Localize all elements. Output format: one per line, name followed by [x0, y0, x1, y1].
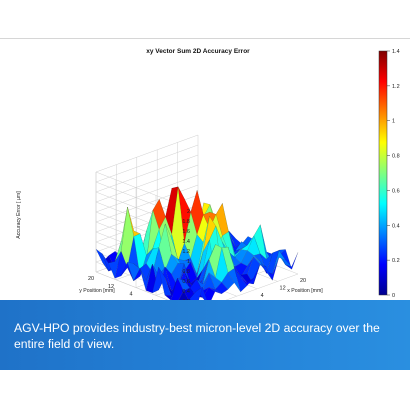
- z-axis-label: Accuracy Error [ μm]: [16, 191, 22, 239]
- grid-line-z: [95, 134, 199, 173]
- grid-line-z: [95, 174, 199, 213]
- surface-patch: [278, 250, 293, 268]
- z-tick-label: 1.8: [182, 219, 190, 225]
- grid-line-z: [95, 164, 199, 203]
- colorbar-tick-label: 0.4: [392, 223, 400, 229]
- z-tick-label: 1.2: [182, 249, 190, 255]
- x-tick-label: 12: [280, 285, 286, 291]
- surface-patch: [227, 268, 241, 292]
- y-tick-label: 12: [108, 284, 114, 290]
- grid-line-x: [95, 271, 172, 301]
- y-tick-label: 20: [88, 276, 94, 282]
- surface-patch: [165, 186, 179, 235]
- surface-patch: [208, 272, 222, 290]
- x-tick-label: 20: [300, 278, 306, 284]
- colorbar-tick-label: 0: [392, 293, 395, 299]
- z-tick-label: 0.4: [182, 289, 190, 295]
- surface-mesh: [95, 186, 299, 301]
- x-tick-label: 4: [261, 293, 264, 299]
- z-tick-label: 1.4: [182, 239, 190, 245]
- grid-line-z: [95, 184, 199, 223]
- surface-patch: [170, 277, 184, 301]
- surface-patch: [127, 206, 141, 237]
- colorbar-tick-label: 1.4: [392, 49, 400, 55]
- colorbar-tick-label: 0.2: [392, 258, 400, 264]
- chart-figure: xy Vector Sum 2D Accuracy Error 00.20.40…: [0, 38, 410, 301]
- y-tick-label: 4: [129, 292, 132, 298]
- colorbar-ticks: 0 0.2 0.4 0.6 0.8 1 1.2 1.4: [387, 49, 400, 299]
- surface-patch: [259, 252, 273, 274]
- colorbar-tick-label: 1.2: [392, 84, 400, 90]
- surface-plot: xy Vector Sum 2D Accuracy Error 00.20.40…: [16, 48, 400, 301]
- caption-banner: AGV-HPO provides industry-best micron-le…: [0, 300, 410, 370]
- z-tick-label: 0.8: [182, 269, 190, 275]
- grid-line-y: [222, 273, 299, 301]
- surface-patch: [196, 216, 210, 275]
- colorbar-tick-label: 0.8: [392, 154, 400, 160]
- surface-patch: [234, 262, 248, 278]
- z-tick-label: 1.6: [182, 229, 190, 235]
- z-tick-label: 1: [187, 259, 190, 265]
- y-axis-label: y Position [mm]: [79, 288, 115, 294]
- surface-patch: [202, 272, 216, 291]
- surface-patch: [178, 290, 190, 301]
- surface-patch: [127, 262, 141, 282]
- x-axis-label: x Position [mm]: [287, 288, 323, 294]
- grid-line-z: [95, 144, 199, 183]
- colorbar-tick-label: 0.6: [392, 188, 400, 194]
- colorbar-tick-label: 1: [392, 119, 395, 125]
- caption-text: AGV-HPO provides industry-best micron-le…: [14, 321, 380, 351]
- surface-patch: [189, 286, 203, 301]
- colorbar: [378, 50, 388, 296]
- z-tick-label: 0.6: [182, 279, 190, 285]
- surface-patch: [120, 261, 134, 281]
- grid-line-z: [95, 154, 199, 193]
- surface-patch: [190, 251, 204, 279]
- z-tick-label: 2: [187, 209, 190, 215]
- chart-title: xy Vector Sum 2D Accuracy Error: [146, 48, 250, 55]
- surface-patch: [139, 264, 153, 292]
